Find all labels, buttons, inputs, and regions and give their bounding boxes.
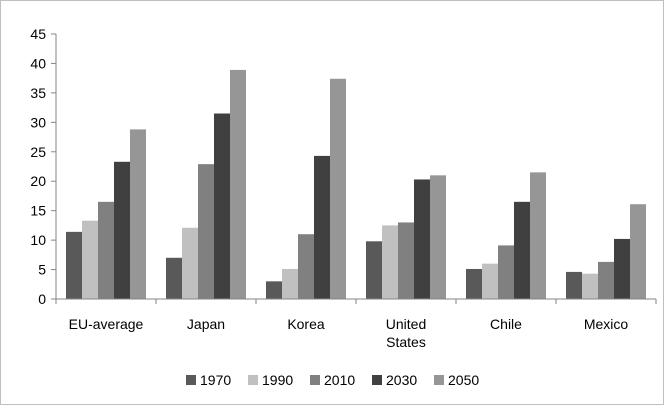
bar-2050-4 [530,172,546,299]
bar-2010-4 [498,245,514,299]
y-tick-label: 35 [30,85,46,101]
y-tick-label: 25 [30,144,46,160]
legend-label-2050: 2050 [448,372,479,388]
bar-2030-3 [414,179,430,299]
y-tick-label: 10 [30,232,46,248]
category-label: States [386,334,426,350]
bar-1970-4 [466,268,482,299]
bar-2010-3 [398,222,414,299]
bar-1990-1 [182,227,198,299]
bars [66,69,646,299]
legend-label-2030: 2030 [386,372,417,388]
bar-1990-0 [82,220,98,299]
bar-1970-3 [366,241,382,299]
bar-1970-2 [266,281,282,299]
bar-2010-2 [298,234,314,299]
bar-1970-5 [566,271,582,299]
bar-1990-3 [382,225,398,299]
category-label: Mexico [584,316,629,332]
legend-swatch-2030 [372,375,382,385]
y-tick-label: 15 [30,203,46,219]
category-label: EU-average [69,316,144,332]
legend-swatch-1990 [248,375,258,385]
bar-2010-1 [198,164,214,299]
legend-swatch-1970 [186,375,196,385]
y-tick-label: 5 [38,262,46,278]
bar-1970-0 [66,231,82,299]
bar-2030-2 [314,155,330,299]
bar-2050-5 [630,204,646,299]
bar-2030-0 [114,161,130,299]
bar-2030-1 [214,113,230,299]
legend-swatch-2010 [310,375,320,385]
legend-label-1990: 1990 [262,372,293,388]
y-tick-label: 30 [30,114,46,130]
legend-label-1970: 1970 [200,372,231,388]
bar-1990-5 [582,273,598,299]
bar-2050-1 [230,69,246,299]
bar-2050-0 [130,129,146,299]
bar-1970-1 [166,257,182,299]
category-label: Korea [287,316,325,332]
bar-2050-2 [330,78,346,299]
bar-2010-5 [598,261,614,299]
bar-1990-4 [482,263,498,299]
y-tick-label: 0 [38,291,46,307]
x-axis: EU-average Japan Korea United States Chile Mex… [55,298,657,350]
legend-swatch-2050 [434,375,444,385]
bar-2050-3 [430,175,446,299]
bar-1990-2 [282,268,298,299]
bar-2030-4 [514,201,530,299]
category-label: United [386,316,426,332]
category-label: Chile [490,316,522,332]
y-tick-label: 40 [30,55,46,71]
y-axis: 0 5 10 15 20 25 30 35 40 45 [30,26,57,307]
legend-label-2010: 2010 [324,372,355,388]
legend: 1970 1990 2010 2030 2050 [186,372,479,388]
bar-2010-0 [98,201,114,299]
y-tick-label: 45 [30,26,46,42]
bar-2030-5 [614,238,630,299]
category-label: Japan [187,316,225,332]
y-tick-label: 20 [30,173,46,189]
